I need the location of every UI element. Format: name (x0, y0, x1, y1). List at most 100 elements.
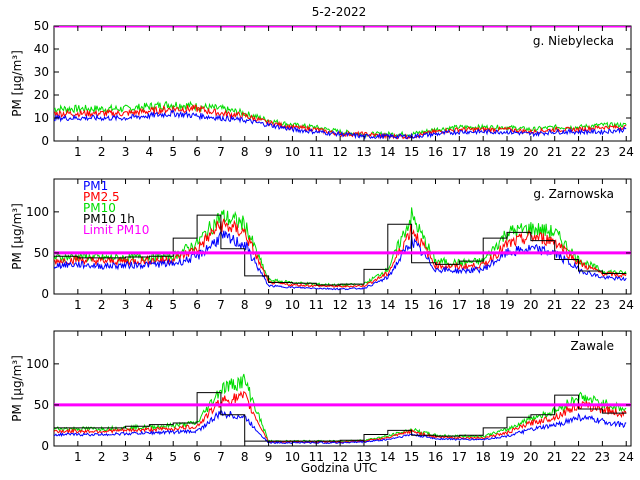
figure-title: 5-2-2022 (312, 5, 366, 19)
x-axis-label: Godzina UTC (301, 461, 377, 475)
x-tick-label: 1 (74, 298, 82, 312)
x-tick-label: 17 (452, 450, 467, 464)
series-line-pm1 (54, 230, 627, 291)
plot-layer (54, 26, 631, 140)
x-tick-label: 12 (332, 450, 347, 464)
x-tick-label: 3 (122, 145, 130, 159)
legend-entry: PM1 (83, 179, 108, 193)
x-tick-label: 8 (241, 298, 249, 312)
x-tick-label: 10 (285, 298, 300, 312)
y-axis-label: PM [µg/m³] (10, 50, 24, 117)
y-tick-label: 30 (34, 65, 49, 79)
x-tick-label: 23 (595, 298, 610, 312)
x-tick-label: 22 (571, 298, 586, 312)
plot-area (53, 330, 632, 447)
x-tick-label: 10 (285, 450, 300, 464)
plot-layer (54, 207, 631, 291)
x-tick-label: 16 (428, 298, 443, 312)
y-axis-label: PM [µg/m³] (10, 203, 24, 270)
x-tick-label: 5 (169, 450, 177, 464)
x-tick-label: 20 (523, 450, 538, 464)
station-name: g. Zarnowska (533, 187, 614, 201)
x-tick-label: 4 (146, 450, 154, 464)
x-tick-label: 17 (452, 145, 467, 159)
y-tick-label: 20 (34, 88, 49, 102)
x-tick-label: 8 (241, 450, 249, 464)
x-tick-label: 13 (356, 298, 371, 312)
station-name: Zawale (571, 339, 614, 353)
legend-entry: PM10 1h (83, 212, 135, 226)
y-tick-label: 40 (34, 42, 49, 56)
x-tick-label: 6 (193, 145, 201, 159)
x-tick-label: 9 (265, 450, 273, 464)
x-tick-label: 19 (499, 298, 514, 312)
x-tick-label: 22 (571, 145, 586, 159)
x-tick-label: 21 (547, 145, 562, 159)
series-line-pm10-1h (54, 214, 627, 286)
y-tick-label: 10 (34, 111, 49, 125)
x-tick-label: 14 (380, 450, 395, 464)
x-tick-label: 3 (122, 298, 130, 312)
legend-entry: PM2.5 (83, 190, 120, 204)
y-tick-label: 0 (41, 134, 49, 148)
series-line-pm1 (54, 108, 627, 140)
x-tick-label: 21 (547, 450, 562, 464)
x-tick-label: 15 (404, 145, 419, 159)
x-tick-label: 15 (404, 298, 419, 312)
x-tick-label: 16 (428, 145, 443, 159)
x-tick-label: 5 (169, 298, 177, 312)
x-tick-label: 24 (619, 145, 634, 159)
x-tick-label: 11 (309, 145, 324, 159)
x-tick-label: 6 (193, 298, 201, 312)
x-tick-label: 18 (476, 450, 491, 464)
x-tick-label: 9 (265, 145, 273, 159)
x-tick-label: 24 (619, 450, 634, 464)
x-tick-label: 12 (332, 145, 347, 159)
x-tick-label: 1 (74, 145, 82, 159)
x-tick-label: 23 (595, 450, 610, 464)
x-tick-label: 11 (309, 298, 324, 312)
x-tick-label: 17 (452, 298, 467, 312)
y-tick-label: 0 (41, 439, 49, 453)
x-tick-label: 18 (476, 145, 491, 159)
x-tick-label: 4 (146, 298, 154, 312)
x-tick-label: 7 (217, 298, 225, 312)
x-tick-label: 20 (523, 145, 538, 159)
x-tick-label: 8 (241, 145, 249, 159)
x-tick-label: 4 (146, 145, 154, 159)
series-line-pm25 (54, 104, 627, 140)
x-tick-label: 1 (74, 450, 82, 464)
x-tick-label: 11 (309, 450, 324, 464)
x-tick-label: 16 (428, 450, 443, 464)
legend-entry: Limit PM10 (83, 223, 149, 237)
y-tick-label: 100 (26, 357, 49, 371)
series-line-pm10-1h (54, 392, 627, 442)
x-tick-label: 13 (356, 145, 371, 159)
x-tick-label: 19 (499, 450, 514, 464)
y-tick-label: 50 (34, 246, 49, 260)
x-tick-label: 9 (265, 298, 273, 312)
y-tick-label: 50 (34, 398, 49, 412)
x-tick-label: 18 (476, 298, 491, 312)
y-tick-label: 50 (34, 19, 49, 33)
plot-area (53, 25, 632, 142)
x-tick-label: 21 (547, 298, 562, 312)
x-tick-label: 13 (356, 450, 371, 464)
station-name: g. Niebylecka (533, 34, 614, 48)
x-tick-label: 7 (217, 145, 225, 159)
legend-entry: PM10 (83, 201, 116, 215)
x-tick-label: 24 (619, 298, 634, 312)
x-tick-label: 5 (169, 145, 177, 159)
x-tick-label: 2 (98, 450, 106, 464)
y-axis-label: PM [µg/m³] (10, 355, 24, 422)
x-tick-label: 19 (499, 145, 514, 159)
y-tick-label: 100 (26, 205, 49, 219)
x-tick-label: 23 (595, 145, 610, 159)
x-tick-label: 20 (523, 298, 538, 312)
x-tick-label: 14 (380, 145, 395, 159)
y-tick-label: 0 (41, 287, 49, 301)
